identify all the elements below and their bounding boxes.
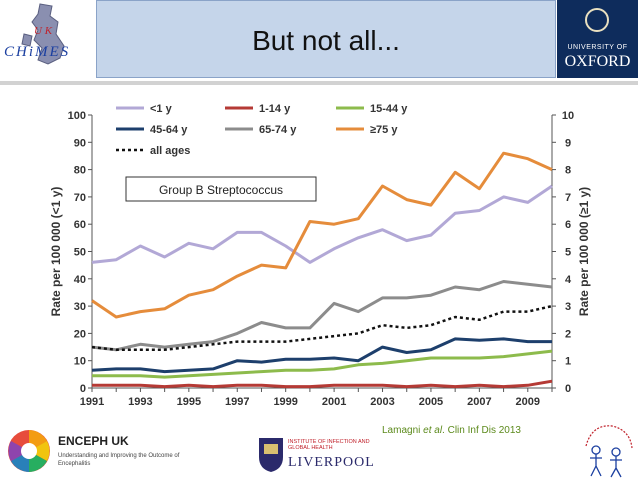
legend-label: 65-74 y bbox=[259, 124, 297, 136]
svg-text:CHiMES: CHiMES bbox=[4, 44, 70, 60]
left-tick-label: 60 bbox=[74, 219, 86, 231]
left-tick-label: 80 bbox=[74, 165, 86, 177]
enceph-title: ENCEPH UK bbox=[58, 434, 129, 448]
series-line-<1 y bbox=[91, 184, 553, 264]
x-tick-label: 1995 bbox=[177, 396, 201, 408]
title-bar: But not all... bbox=[96, 0, 556, 78]
svg-text:U K: U K bbox=[34, 25, 53, 37]
left-tick-label: 100 bbox=[68, 110, 86, 122]
citation-journal: . Clin Inf Dis 2013 bbox=[442, 425, 521, 436]
x-tick-label: 2003 bbox=[370, 396, 394, 408]
legend-label: ≥75 y bbox=[370, 124, 398, 136]
citation-etal: et al bbox=[423, 425, 443, 436]
right-tick-label: 5 bbox=[565, 247, 571, 259]
liverpool-institute-text: INSTITUTE OF INFECTION AND GLOBAL HEALTH bbox=[288, 439, 370, 451]
right-tick-label: 1 bbox=[565, 356, 571, 368]
series-line-15-44 y bbox=[92, 349, 553, 379]
right-tick-label: 3 bbox=[565, 301, 571, 313]
right-axis-label: Rate per 100 000 (≥1 y) bbox=[577, 187, 591, 316]
left-tick-label: 20 bbox=[74, 328, 86, 340]
series-line-65-74 y bbox=[91, 280, 553, 352]
right-tick-label: 8 bbox=[565, 165, 571, 177]
x-tick-label: 2007 bbox=[467, 396, 491, 408]
left-tick-label: 70 bbox=[74, 192, 86, 204]
oxford-vaccine-group-logo bbox=[578, 420, 638, 479]
liverpool-logo: INSTITUTE OF INFECTION AND GLOBAL HEALTH… bbox=[258, 437, 374, 477]
color-wheel-icon bbox=[8, 430, 50, 472]
citation: Lamagni et al. Clin Inf Dis 2013 bbox=[382, 425, 521, 436]
liverpool-shield-icon bbox=[259, 438, 283, 472]
uk-chimes-logo: U K CHiMES bbox=[0, 0, 100, 80]
x-tick-label: 1993 bbox=[128, 396, 152, 408]
citation-authors: Lamagni bbox=[382, 425, 424, 436]
series-line-all ages bbox=[91, 304, 553, 352]
right-tick-label: 2 bbox=[565, 328, 571, 340]
left-tick-label: 10 bbox=[74, 356, 86, 368]
right-tick-label: 4 bbox=[565, 274, 572, 286]
legend-label: <1 y bbox=[150, 103, 173, 115]
legend-label: all ages bbox=[150, 145, 190, 157]
oxford-name-text: OXFORD bbox=[564, 53, 631, 70]
gbs-rate-chart: 0 10 20 30 40 50 60 70 80 90 100 0 1 2 3 4 5 6 7 8 9 10 1991 19… bbox=[49, 103, 591, 408]
right-tick-label: 6 bbox=[565, 219, 571, 231]
legend-label: 1-14 y bbox=[259, 103, 291, 115]
annotation-box bbox=[125, 176, 317, 202]
right-tick-label: 10 bbox=[562, 110, 574, 122]
oxford-logo: UNIVERSITY OF OXFORD bbox=[557, 0, 638, 78]
series-line-45-64 y bbox=[91, 337, 552, 374]
x-tick-label: 2009 bbox=[516, 396, 540, 408]
slide-title: But not all... bbox=[252, 25, 400, 56]
slide-header: U K CHiMES But not all... UNIVERSITY OF … bbox=[0, 0, 638, 80]
legend-label: 45-64 y bbox=[150, 124, 188, 136]
left-tick-label: 50 bbox=[74, 247, 86, 259]
left-tick-label: 0 bbox=[80, 383, 86, 395]
oxford-crest-icon bbox=[585, 8, 609, 32]
x-tick-label: 1999 bbox=[273, 396, 297, 408]
oxford-university-text: UNIVERSITY OF bbox=[567, 44, 628, 51]
right-tick-label: 9 bbox=[565, 137, 571, 149]
x-tick-label: 1991 bbox=[80, 396, 104, 408]
x-tick-label: 2001 bbox=[322, 396, 346, 408]
legend-label: 15-44 y bbox=[370, 103, 408, 115]
right-tick-label: 0 bbox=[565, 383, 571, 395]
left-tick-label: 30 bbox=[74, 301, 86, 313]
left-axis-label: Rate per 100 000 (<1 y) bbox=[49, 187, 63, 317]
series-line-1-14 y bbox=[92, 379, 553, 389]
enceph-subtitle: Understanding and Improving the Outcome … bbox=[58, 453, 180, 467]
liverpool-name-text: LIVERPOOL bbox=[288, 455, 375, 470]
annotation-label: Group B Streptococcus bbox=[159, 183, 283, 197]
x-tick-label: 2005 bbox=[419, 396, 443, 408]
right-tick-label: 7 bbox=[565, 192, 571, 204]
enceph-uk-logo: ENCEPH UK Understanding and Improving th… bbox=[6, 428, 246, 478]
series-line-≥75 y bbox=[91, 151, 553, 319]
left-tick-label: 90 bbox=[74, 137, 86, 149]
header-divider bbox=[0, 81, 638, 85]
left-tick-label: 40 bbox=[74, 274, 86, 286]
x-tick-label: 1997 bbox=[225, 396, 249, 408]
